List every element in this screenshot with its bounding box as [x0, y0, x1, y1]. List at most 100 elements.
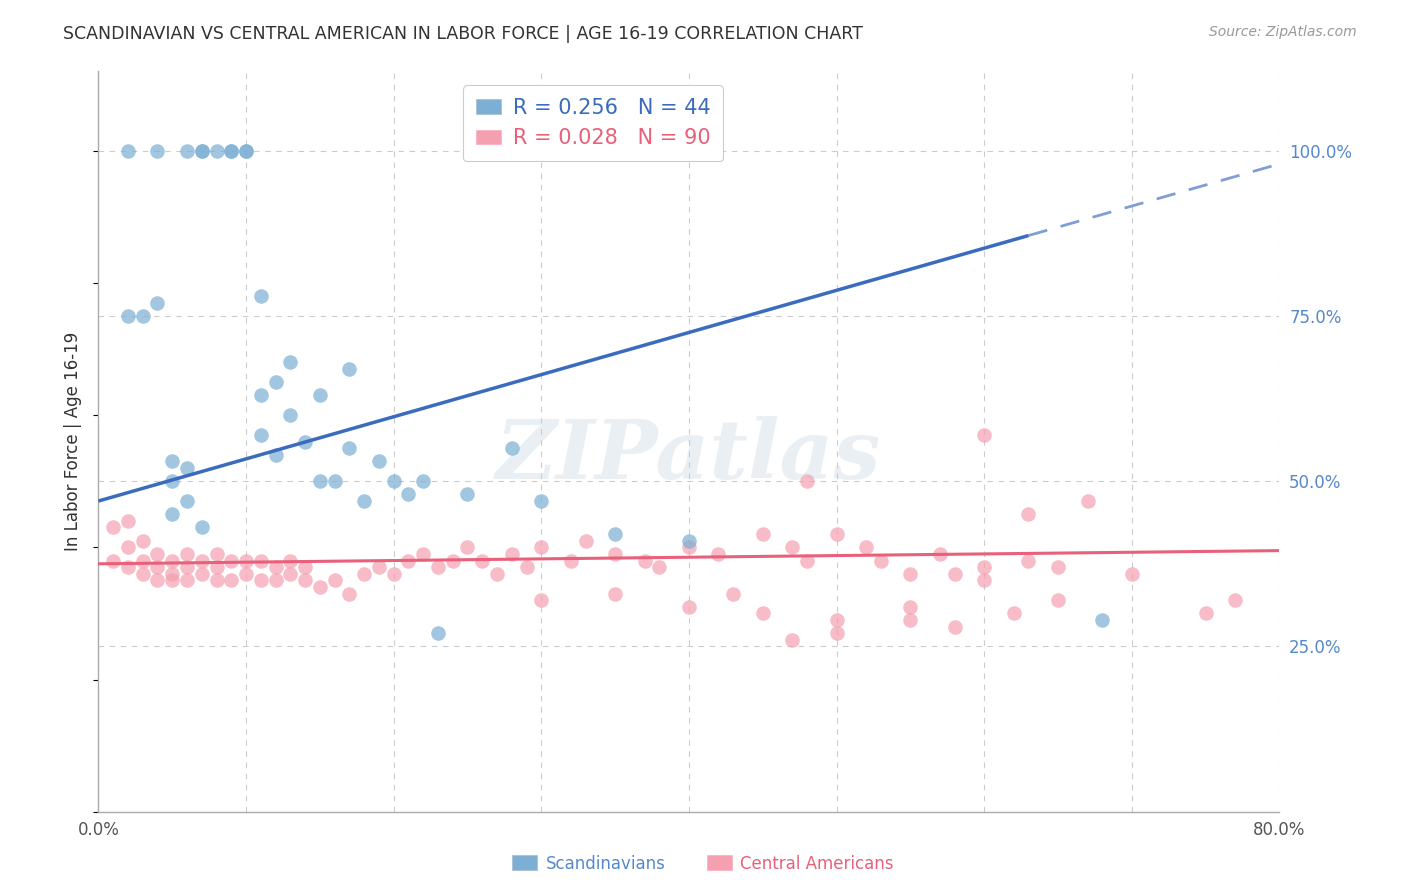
Point	[782, 541, 804, 555]
Point	[723, 586, 745, 600]
Point	[176, 574, 198, 588]
Point	[176, 494, 198, 508]
Point	[605, 586, 627, 600]
Point	[1195, 607, 1218, 621]
Point	[280, 408, 302, 422]
Point	[825, 613, 848, 627]
Point	[752, 527, 775, 541]
Point	[353, 566, 375, 581]
Point	[162, 553, 183, 567]
Y-axis label: In Labor Force | Age 16-19: In Labor Force | Age 16-19	[65, 332, 83, 551]
Point	[530, 593, 553, 607]
Point	[1225, 593, 1247, 607]
Point	[427, 560, 450, 574]
Point	[294, 560, 316, 574]
Point	[796, 553, 818, 567]
Point	[605, 527, 627, 541]
Point	[191, 566, 214, 581]
Point	[368, 454, 391, 468]
Text: SCANDINAVIAN VS CENTRAL AMERICAN IN LABOR FORCE | AGE 16-19 CORRELATION CHART: SCANDINAVIAN VS CENTRAL AMERICAN IN LABO…	[63, 25, 863, 43]
Point	[398, 553, 420, 567]
Point	[146, 547, 169, 561]
Point	[412, 474, 434, 488]
Point	[825, 626, 848, 640]
Point	[943, 619, 966, 633]
Point	[250, 428, 273, 442]
Point	[678, 541, 700, 555]
Point	[973, 574, 995, 588]
Point	[250, 289, 273, 303]
Point	[264, 375, 287, 389]
Point	[1121, 566, 1143, 581]
Point	[146, 144, 169, 158]
Point	[1018, 508, 1040, 522]
Point	[382, 566, 405, 581]
Point	[280, 553, 302, 567]
Point	[132, 566, 155, 581]
Point	[427, 626, 450, 640]
Point	[250, 388, 273, 402]
Point	[1046, 560, 1070, 574]
Text: ZIPatlas: ZIPatlas	[496, 417, 882, 496]
Point	[782, 632, 804, 647]
Point	[870, 553, 893, 567]
Point	[162, 508, 183, 522]
Point	[560, 553, 582, 567]
Point	[929, 547, 952, 561]
Legend: Scandinavians, Central Americans: Scandinavians, Central Americans	[506, 848, 900, 880]
Point	[900, 599, 922, 614]
Point	[678, 533, 700, 548]
Point	[457, 541, 479, 555]
Point	[146, 574, 169, 588]
Point	[162, 574, 183, 588]
Point	[235, 144, 257, 158]
Point	[323, 474, 346, 488]
Point	[309, 388, 332, 402]
Point	[973, 560, 995, 574]
Point	[294, 434, 316, 449]
Point	[117, 144, 139, 158]
Point	[1002, 607, 1025, 621]
Point	[605, 547, 627, 561]
Point	[516, 560, 538, 574]
Point	[162, 566, 183, 581]
Point	[678, 599, 700, 614]
Point	[1046, 593, 1070, 607]
Point	[221, 144, 243, 158]
Point	[146, 560, 169, 574]
Point	[191, 553, 214, 567]
Point	[294, 574, 316, 588]
Point	[323, 574, 346, 588]
Point	[205, 144, 228, 158]
Point	[146, 295, 169, 310]
Point	[796, 474, 818, 488]
Point	[132, 553, 155, 567]
Point	[973, 428, 995, 442]
Point	[471, 553, 494, 567]
Point	[825, 527, 848, 541]
Point	[191, 520, 214, 534]
Point	[501, 441, 523, 455]
Point	[530, 541, 553, 555]
Point	[176, 461, 198, 475]
Point	[280, 566, 302, 581]
Point	[1018, 553, 1040, 567]
Point	[855, 541, 877, 555]
Point	[176, 547, 198, 561]
Point	[264, 560, 287, 574]
Point	[486, 566, 509, 581]
Point	[117, 514, 139, 528]
Point	[132, 533, 155, 548]
Point	[900, 566, 922, 581]
Point	[205, 574, 228, 588]
Point	[309, 580, 332, 594]
Point	[250, 574, 273, 588]
Point	[280, 355, 302, 369]
Point	[176, 560, 198, 574]
Point	[900, 613, 922, 627]
Point	[264, 574, 287, 588]
Point	[162, 454, 183, 468]
Point	[634, 553, 657, 567]
Point	[235, 144, 257, 158]
Point	[353, 494, 375, 508]
